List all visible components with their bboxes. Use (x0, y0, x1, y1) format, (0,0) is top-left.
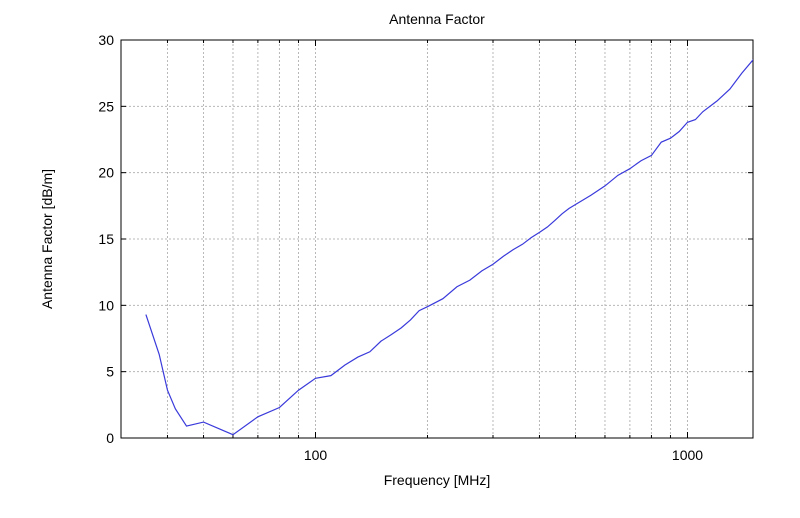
data-point (678, 130, 681, 133)
data-point (380, 340, 383, 343)
data-point (715, 100, 718, 103)
x-tick-labels: 100 1000 (304, 447, 703, 463)
data-point (669, 137, 672, 140)
data-point (455, 285, 458, 288)
data-point (343, 364, 346, 367)
data-point (185, 425, 188, 428)
data-point (546, 226, 549, 229)
data-point (502, 255, 505, 258)
data-point (158, 353, 161, 356)
data-point (553, 219, 556, 222)
data-point (390, 333, 393, 336)
data-point (660, 141, 663, 144)
y-axis-label: Antenna Factor [dB/m] (39, 169, 55, 309)
y-tick-label: 10 (98, 297, 114, 313)
data-point (701, 110, 704, 113)
data-point (329, 374, 332, 377)
data-point (603, 184, 606, 187)
data-point (561, 212, 564, 215)
data-point (650, 154, 653, 157)
data-point (278, 406, 281, 409)
data-point (441, 297, 444, 300)
data-point (217, 427, 220, 430)
y-tick-label: 20 (98, 165, 114, 181)
y-tick-label: 5 (106, 364, 114, 380)
grid (121, 40, 753, 438)
data-point (694, 118, 697, 121)
x-tick-label: 1000 (672, 447, 703, 463)
data-point (628, 167, 631, 170)
data-point (418, 309, 421, 312)
data-point (144, 313, 147, 316)
data-point (574, 203, 577, 206)
data-point (491, 263, 494, 266)
data-point (166, 389, 169, 392)
data-point (589, 194, 592, 197)
data-point (174, 407, 177, 410)
y-tick-label: 30 (98, 32, 114, 48)
data-point (752, 58, 755, 61)
data-point (297, 389, 300, 392)
data-point (400, 326, 403, 329)
data-point (426, 305, 429, 308)
series-points (144, 58, 754, 436)
data-point (480, 269, 483, 272)
data-point (567, 207, 570, 210)
data-point (202, 421, 205, 424)
data-point (728, 88, 731, 91)
data-point (530, 236, 533, 239)
data-point (468, 279, 471, 282)
x-tick-label: 100 (304, 447, 328, 463)
data-point (616, 174, 619, 177)
data-point (314, 377, 317, 380)
y-tick-labels: 0 5 10 15 20 25 30 (98, 32, 114, 446)
y-tick-label: 15 (98, 231, 114, 247)
data-point (538, 231, 541, 234)
data-point (686, 121, 689, 124)
axis-ticks (121, 39, 753, 439)
chart-title: Antenna Factor (389, 11, 485, 27)
data-point (256, 415, 259, 418)
data-point (640, 159, 643, 162)
data-point (521, 243, 524, 246)
data-point (356, 356, 359, 359)
y-tick-label: 25 (98, 98, 114, 114)
data-point (231, 433, 234, 436)
series-line (145, 59, 753, 436)
y-tick-label: 0 (106, 430, 114, 446)
data-point (409, 318, 412, 321)
x-axis-label: Frequency [MHz] (384, 472, 491, 488)
data-point (368, 350, 371, 353)
data-point (740, 72, 743, 75)
data-point (512, 248, 515, 251)
